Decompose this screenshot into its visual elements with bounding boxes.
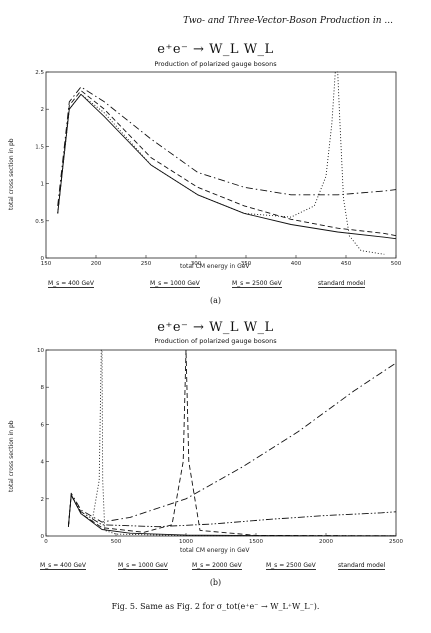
chart-b-legend: M_s = 400 GeV M_s = 1000 GeV M_s = 2000 … (0, 562, 431, 572)
chart-b-ylabel: total cross section in pb (8, 420, 15, 492)
y-tick-label: 1 (41, 182, 45, 188)
series-line (57, 86, 397, 206)
plot-frame (45, 71, 397, 259)
x-tick-label: 1500 (249, 539, 263, 545)
x-tick-label: 450 (341, 261, 352, 267)
chart-b-plot: 0 500 1000 1500 2000 2500 0 2 4 6 8 10 (37, 348, 403, 545)
running-head: Two- and Three-Vector-Boson Production i… (183, 16, 393, 26)
x-tick-label: 0 (44, 539, 48, 545)
chart-a-legend: M_s = 400 GeV M_s = 1000 GeV M_s = 2500 … (0, 280, 431, 290)
chart-a-title: e⁺e⁻ → W_L W_L (157, 42, 274, 57)
y-tick-label: 0.5 (35, 219, 44, 225)
legend-b-item: M_s = 1000 GeV (118, 562, 168, 570)
series-line (57, 90, 397, 237)
y-tick-label: 10 (37, 348, 44, 354)
series-line (57, 93, 397, 240)
legend-b-item: standard model (338, 562, 386, 570)
x-tick-label: 1000 (179, 539, 193, 545)
series-line (57, 71, 385, 255)
chart-a-subtitle: Production of polarized gauge bosons (154, 60, 277, 68)
legend-a-item: M_s = 400 GeV (48, 280, 94, 288)
x-tick-label: 400 (291, 261, 302, 267)
y-tick-label: 1.5 (35, 144, 44, 150)
y-tick-label: 2.5 (35, 70, 44, 76)
y-tick-label: 0 (41, 256, 45, 262)
series-line (67, 494, 397, 528)
chart-b-xlabel: total CM energy in GeV (180, 547, 250, 554)
x-tick-label: 350 (241, 261, 252, 267)
chart-a-plot: 150 200 250 300 350 400 450 500 0 0.5 1 1.5 2 2.5 (35, 70, 401, 267)
panel-a-label: (a) (209, 296, 221, 305)
series-line (67, 349, 397, 537)
y-tick-label: 8 (41, 385, 45, 391)
y-tick-label: 0 (41, 534, 45, 540)
y-tick-label: 2 (41, 497, 45, 503)
series-line (67, 362, 397, 527)
x-tick-label: 300 (191, 261, 202, 267)
y-tick-label: 6 (41, 422, 45, 428)
chart-b-title: e⁺e⁻ → W_L W_L (157, 320, 274, 335)
y-tick-label: 2 (41, 107, 45, 113)
legend-a-item: M_s = 1000 GeV (150, 280, 200, 288)
chart-a-xlabel: total CM energy in GeV (180, 263, 250, 270)
legend-a-item: M_s = 2500 GeV (232, 280, 282, 288)
x-tick-label: 500 (391, 261, 402, 267)
x-tick-label: 2000 (319, 539, 333, 545)
chart-b-subtitle: Production of polarized gauge bosons (154, 337, 277, 345)
x-tick-label: 500 (111, 539, 122, 545)
legend-b-item: M_s = 400 GeV (40, 562, 86, 570)
chart-a-ylabel: total cross section in pb (8, 138, 15, 210)
series-line (67, 494, 396, 537)
series-line (67, 349, 397, 537)
x-tick-label: 2500 (389, 539, 403, 545)
y-tick-label: 4 (41, 460, 45, 466)
x-tick-label: 150 (41, 261, 52, 267)
panel-b-label: (b) (209, 578, 222, 587)
legend-b-item: M_s = 2000 GeV (192, 562, 242, 570)
legend-a-item: standard model (318, 280, 366, 288)
figure-caption: Fig. 5. Same as Fig. 2 for σ_tot(e⁺e⁻ → … (111, 602, 320, 611)
legend-b-item: M_s = 2500 GeV (266, 562, 316, 570)
plot-frame (45, 349, 397, 537)
x-tick-label: 200 (91, 261, 102, 267)
x-tick-label: 250 (141, 261, 152, 267)
